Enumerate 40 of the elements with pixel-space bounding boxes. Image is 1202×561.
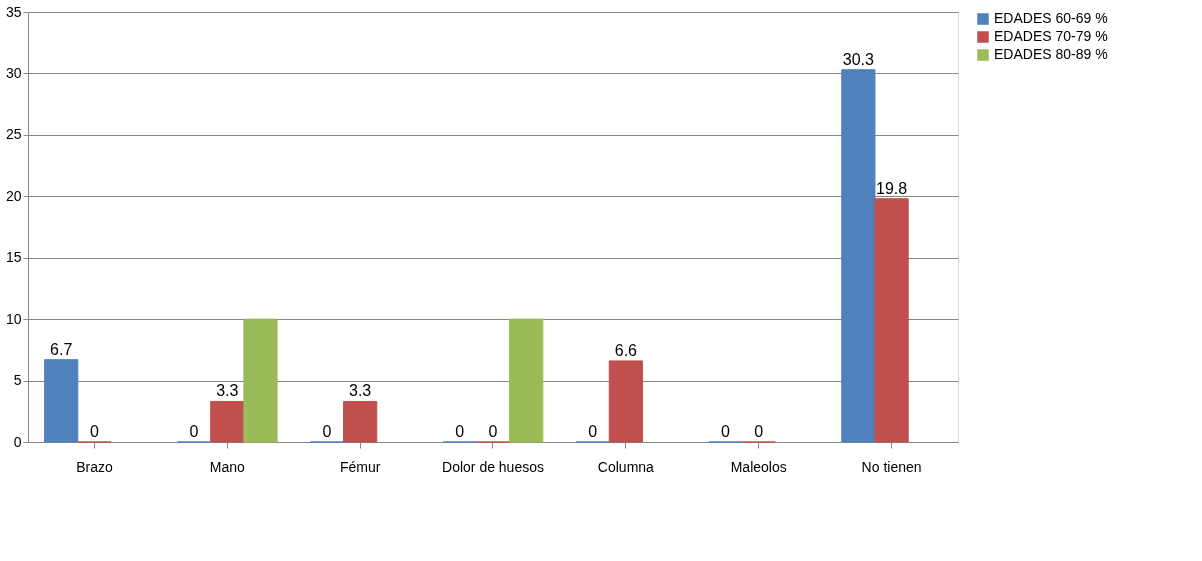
bar (343, 400, 378, 443)
data-label: 30.3 (842, 50, 875, 68)
data-label: 6.6 (614, 341, 638, 359)
bar (243, 318, 278, 443)
x-tick-label: Fémur (339, 458, 381, 475)
x-tick-label: Mano (209, 458, 245, 475)
y-tick-label: 30 (5, 64, 22, 81)
bar (874, 198, 909, 443)
data-label: 0 (455, 423, 465, 440)
y-tick-label: 25 (5, 126, 22, 143)
data-label: 3.3 (349, 382, 372, 400)
legend-label: EDADES 80-89 % (994, 46, 1108, 62)
x-tick-label: No tienen (861, 458, 922, 475)
data-label: 19.8 (876, 179, 908, 197)
y-tick-label: 20 (5, 187, 22, 204)
legend-label: EDADES 60-69 % (994, 10, 1108, 26)
y-tick-label: 10 (5, 310, 22, 327)
bar (841, 69, 876, 443)
data-label: 3.3 (216, 382, 239, 400)
bar (210, 400, 245, 443)
data-label: 6.7 (50, 340, 73, 358)
y-tick-label: 5 (13, 372, 22, 389)
data-label: 0 (488, 423, 498, 440)
legend-label: EDADES 70-79 % (994, 28, 1108, 44)
y-tick-label: 0 (13, 433, 22, 450)
y-tick-label: 15 (5, 249, 22, 266)
x-tick-label: Dolor de huesos (442, 458, 544, 475)
data-label: 0 (721, 423, 731, 440)
bar (509, 318, 544, 443)
x-tick-label: Brazo (76, 458, 113, 475)
data-label: 0 (588, 423, 598, 440)
bar (608, 360, 643, 443)
data-label: 0 (754, 423, 764, 440)
data-label: 0 (322, 423, 332, 440)
data-label: 0 (89, 423, 99, 440)
bar (44, 359, 79, 443)
y-tick-label: 35 (5, 3, 22, 20)
x-tick-label: Columna (597, 458, 655, 475)
data-label: 0 (189, 423, 199, 440)
x-tick-label: Maleolos (730, 458, 787, 475)
